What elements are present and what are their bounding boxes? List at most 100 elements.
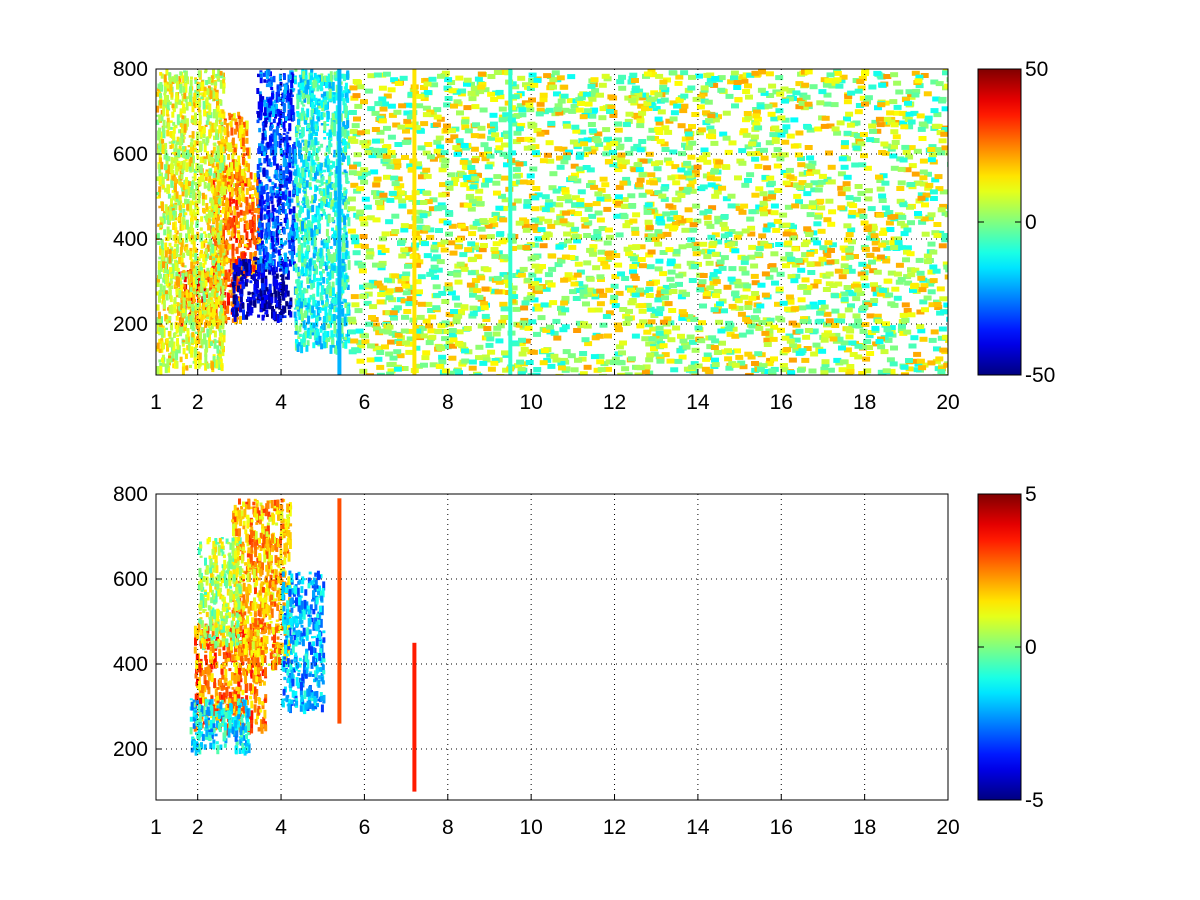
heatmap-cell <box>265 239 268 244</box>
heatmap-cell <box>573 328 582 333</box>
heatmap-cell <box>443 85 452 91</box>
heatmap-cell <box>183 90 187 99</box>
heatmap-cell <box>242 309 245 314</box>
heatmap-cell <box>182 151 186 156</box>
heatmap-cell <box>927 289 936 295</box>
heatmap-cell <box>921 231 930 237</box>
heatmap-cell <box>183 70 187 73</box>
heatmap-cell <box>208 173 212 183</box>
heatmap-cell <box>740 78 749 84</box>
heatmap-cell <box>180 173 184 180</box>
heatmap-cell <box>282 170 286 180</box>
heatmap-cell <box>318 223 322 230</box>
heatmap-cell <box>203 156 207 159</box>
heatmap-cell <box>263 151 267 157</box>
heatmap-cell <box>688 188 697 194</box>
heatmap-cell <box>216 207 220 215</box>
heatmap-cell <box>335 307 339 313</box>
heatmap-cell <box>306 225 310 234</box>
heatmap-cell <box>301 82 305 91</box>
heatmap-cell <box>325 302 329 307</box>
heatmap-cell <box>317 219 321 227</box>
heatmap-cell <box>265 294 269 300</box>
heatmap-cell <box>182 308 185 313</box>
heatmap-cell <box>182 252 186 258</box>
heatmap-region-3 <box>231 256 293 323</box>
heatmap-cell <box>217 140 221 144</box>
heatmap-cell <box>306 79 310 90</box>
heatmap-cell <box>254 251 258 256</box>
heatmap-cell <box>239 261 243 266</box>
heatmap-cell <box>233 313 237 322</box>
heatmap-cell <box>238 281 242 285</box>
heatmap-cell <box>260 196 264 206</box>
heatmap-cell <box>903 245 912 251</box>
heatmap-cell <box>196 294 200 304</box>
heatmap-cell <box>335 158 339 169</box>
heatmap-cell <box>896 198 905 204</box>
heatmap-cell <box>927 269 936 275</box>
heatmap-cell <box>214 167 218 172</box>
heatmap-cell <box>326 271 330 277</box>
heatmap-cell <box>314 263 317 269</box>
heatmap-cell <box>227 184 231 192</box>
heatmap-cell <box>164 363 168 374</box>
heatmap-cell <box>415 289 423 295</box>
heatmap-cell <box>173 221 177 228</box>
heatmap-cell <box>346 213 350 220</box>
heatmap-cell <box>190 274 193 282</box>
heatmap-cell <box>239 209 243 216</box>
heatmap-cell <box>207 298 210 305</box>
heatmap-cell <box>163 229 167 236</box>
heatmap-cell <box>316 179 320 183</box>
heatmap-cell <box>269 97 273 106</box>
heatmap-cell <box>295 196 299 203</box>
heatmap-cell <box>219 174 223 182</box>
heatmap-cell <box>288 208 292 215</box>
heatmap-cell <box>673 263 682 269</box>
heatmap-cell <box>314 97 318 106</box>
heatmap-cell <box>325 242 329 248</box>
heatmap-cell <box>203 86 207 92</box>
heatmap-cell <box>308 75 312 86</box>
heatmap-cell <box>303 168 307 178</box>
heatmap-cell <box>167 122 171 131</box>
heatmap-cell <box>218 224 222 231</box>
heatmap-cell <box>204 292 208 295</box>
heatmap-cell <box>273 246 276 249</box>
heatmap-cell <box>870 282 878 288</box>
heatmap-cell <box>270 292 274 298</box>
heatmap-cell <box>354 103 363 109</box>
heatmap-cell <box>170 156 174 167</box>
heatmap-cell <box>156 291 160 296</box>
heatmap-cell <box>318 335 322 345</box>
heatmap-cell <box>215 315 219 319</box>
heatmap-cell <box>262 167 266 177</box>
heatmap-cell <box>304 305 308 308</box>
heatmap-cell <box>920 216 929 222</box>
heatmap-cell <box>328 336 332 340</box>
heatmap-cell <box>298 125 301 128</box>
heatmap-cell <box>174 98 178 109</box>
heatmap-cell <box>847 268 856 274</box>
heatmap-cell <box>256 299 260 304</box>
heatmap-cell <box>222 345 225 353</box>
heatmap-cell <box>181 272 185 280</box>
heatmap-cell <box>183 123 187 133</box>
heatmap-cell <box>298 96 302 102</box>
heatmap-cell <box>332 313 336 321</box>
heatmap-cell <box>220 332 223 337</box>
heatmap-cell <box>942 261 948 267</box>
heatmap-cell <box>279 208 283 212</box>
heatmap-cell <box>219 210 222 213</box>
heatmap-cell <box>706 344 715 350</box>
heatmap-cell <box>613 213 622 219</box>
heatmap-cell <box>295 340 299 348</box>
heatmap-cell <box>238 128 242 139</box>
heatmap-cell <box>345 240 349 248</box>
heatmap-cell <box>253 256 257 261</box>
heatmap-cell <box>256 164 260 170</box>
heatmap-cell <box>876 178 885 183</box>
heatmap-cell <box>308 182 312 188</box>
heatmap-cell <box>183 284 186 290</box>
